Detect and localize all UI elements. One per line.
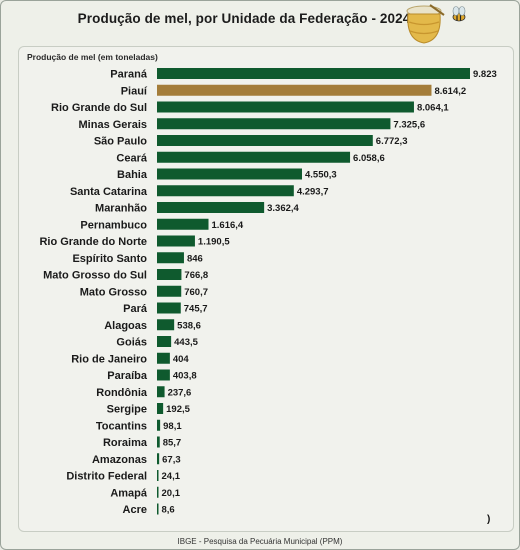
category-label-paraiba: Paraíba bbox=[107, 370, 148, 382]
bar-mato-grosso bbox=[157, 285, 182, 297]
value-label-amapa: 20,1 bbox=[162, 488, 181, 499]
value-label-ceara: 6.058,6 bbox=[353, 153, 385, 164]
page-title: Produção de mel, por Unidade da Federaçã… bbox=[77, 11, 411, 26]
category-label-minas-gerais: Minas Gerais bbox=[79, 119, 147, 131]
category-label-parana: Paraná bbox=[110, 69, 148, 81]
value-label-tocantins: 98,1 bbox=[163, 421, 182, 432]
corner-mark: ) bbox=[487, 514, 491, 525]
bar-mato-grosso-do-sul bbox=[157, 269, 182, 280]
bar-rio-de-janeiro bbox=[157, 352, 170, 364]
category-label-distrito-federal: Distrito Federal bbox=[66, 471, 147, 483]
bar-alagoas bbox=[157, 319, 175, 331]
value-label-maranhao: 3.362,4 bbox=[267, 203, 299, 214]
category-label-mato-grosso: Mato Grosso bbox=[80, 286, 148, 298]
value-label-sergipe: 192,5 bbox=[166, 404, 190, 415]
bar-amapa bbox=[157, 486, 159, 498]
value-label-rio-grande-do-sul: 8.064,1 bbox=[417, 103, 449, 114]
bar-sergipe bbox=[157, 403, 164, 414]
category-label-amapa: Amapá bbox=[110, 487, 148, 499]
bar-tocantins bbox=[157, 419, 161, 431]
value-label-santa-catarina: 4.293,7 bbox=[297, 186, 329, 197]
bar-paraiba bbox=[157, 369, 170, 381]
category-label-piaui: Piauí bbox=[121, 85, 148, 97]
value-label-bahia: 4.550,3 bbox=[305, 170, 337, 181]
bar-minas-gerais bbox=[157, 118, 391, 130]
category-label-pernambuco: Pernambuco bbox=[80, 219, 147, 231]
bar-roraima bbox=[157, 436, 160, 448]
category-label-sao-paulo: São Paulo bbox=[94, 136, 147, 148]
value-label-mato-grosso-do-sul: 766,8 bbox=[184, 270, 208, 281]
category-label-rio-grande-do-sul: Rio Grande do Sul bbox=[51, 102, 147, 114]
value-label-rio-de-janeiro: 404 bbox=[173, 354, 190, 365]
category-label-espirito-santo: Espírito Santo bbox=[72, 253, 147, 265]
value-label-para: 745,7 bbox=[184, 304, 208, 315]
category-label-tocantins: Tocantins bbox=[96, 420, 147, 432]
category-label-para: Pará bbox=[123, 303, 148, 315]
bar-rondonia bbox=[157, 386, 165, 398]
bar-maranhao bbox=[157, 202, 265, 213]
category-label-goias: Goiás bbox=[116, 337, 147, 349]
bar-rio-grande-do-sul bbox=[157, 101, 414, 113]
value-label-minas-gerais: 7.325,6 bbox=[393, 119, 425, 130]
value-label-amazonas: 67,3 bbox=[162, 454, 181, 465]
value-label-distrito-federal: 24,1 bbox=[162, 471, 181, 482]
bar-santa-catarina bbox=[157, 185, 294, 197]
category-label-mato-grosso-do-sul: Mato Grosso do Sul bbox=[43, 270, 147, 282]
bar-piaui bbox=[157, 84, 432, 96]
bar-distrito-federal bbox=[157, 470, 159, 481]
value-label-alagoas: 538,6 bbox=[177, 320, 201, 331]
value-label-acre: 8,6 bbox=[162, 505, 175, 516]
value-label-paraiba: 403,8 bbox=[173, 371, 197, 382]
value-label-roraima: 85,7 bbox=[163, 438, 182, 449]
category-label-sergipe: Sergipe bbox=[107, 404, 147, 416]
category-label-maranhao: Maranhão bbox=[95, 203, 147, 215]
category-label-santa-catarina: Santa Catarina bbox=[70, 186, 148, 198]
category-label-roraima: Roraima bbox=[103, 437, 148, 449]
value-label-espirito-santo: 846 bbox=[187, 253, 203, 264]
category-label-rio-grande-do-norte: Rio Grande do Norte bbox=[39, 236, 147, 248]
bar-pernambuco bbox=[157, 218, 209, 230]
bar-rio-grande-do-norte bbox=[157, 235, 195, 247]
value-label-rondonia: 237,6 bbox=[168, 387, 192, 398]
bar-bahia bbox=[157, 168, 302, 180]
chart-subtitle: Produção de mel (em toneladas) bbox=[27, 52, 158, 62]
bar-goias bbox=[157, 336, 172, 347]
category-label-rio-de-janeiro: Rio de Janeiro bbox=[71, 353, 147, 365]
value-label-sao-paulo: 6.772,3 bbox=[376, 136, 408, 147]
category-label-rondonia: Rondônia bbox=[96, 387, 148, 399]
honey-pot-bee-icon bbox=[406, 4, 466, 44]
category-label-ceara: Ceará bbox=[116, 152, 147, 164]
source-note: IBGE - Pesquisa da Pecuária Municipal (P… bbox=[177, 537, 343, 546]
category-label-amazonas: Amazonas bbox=[92, 454, 147, 466]
category-label-bahia: Bahia bbox=[117, 169, 148, 181]
bar-amazonas bbox=[157, 453, 160, 465]
value-label-pernambuco: 1.616,4 bbox=[212, 220, 244, 231]
category-label-alagoas: Alagoas bbox=[104, 320, 147, 332]
value-label-piaui: 8.614,2 bbox=[434, 86, 466, 97]
bar-ceara bbox=[157, 151, 351, 163]
bar-sao-paulo bbox=[157, 135, 373, 146]
category-label-acre: Acre bbox=[123, 504, 147, 516]
bar-para bbox=[157, 302, 181, 314]
bar-acre bbox=[157, 503, 159, 515]
value-label-rio-grande-do-norte: 1.190,5 bbox=[198, 237, 230, 248]
value-label-mato-grosso: 760,7 bbox=[184, 287, 208, 298]
value-label-parana: 9.823 bbox=[473, 69, 497, 80]
bar-parana bbox=[157, 68, 470, 79]
value-label-goias: 443,5 bbox=[174, 337, 198, 348]
bar-espirito-santo bbox=[157, 252, 184, 264]
